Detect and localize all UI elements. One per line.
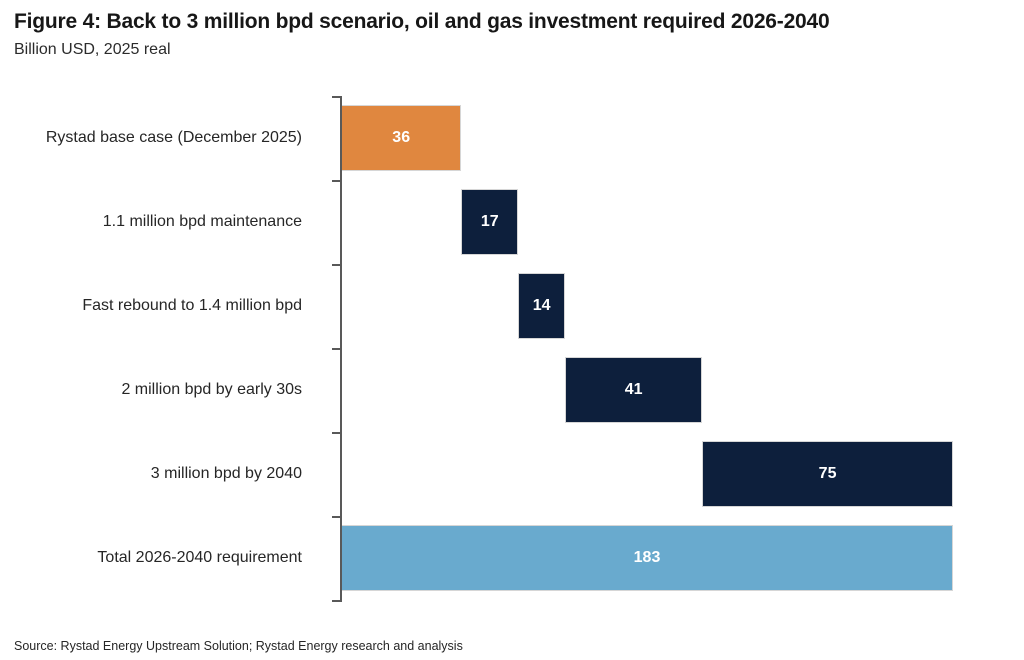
axis-tick (332, 600, 341, 602)
figure-title: Figure 4: Back to 3 million bpd scenario… (14, 10, 830, 33)
figure-subtitle: Billion USD, 2025 real (14, 41, 171, 58)
chart-row: 3 million bpd by 2040 75 (14, 432, 1010, 516)
chart-row: Fast rebound to 1.4 million bpd 14 (14, 264, 1010, 348)
bar-segment: 17 (461, 189, 519, 255)
bar-value-label: 14 (532, 297, 551, 314)
bar-segment: 41 (565, 357, 703, 423)
bar-segment: 36 (341, 105, 462, 171)
axis-tick (332, 516, 341, 518)
category-label: Total 2026-2040 requirement (97, 549, 302, 566)
category-label: Fast rebound to 1.4 million bpd (82, 297, 302, 314)
axis-tick (332, 432, 341, 434)
category-label: 3 million bpd by 2040 (150, 465, 302, 482)
chart-row: Rystad base case (December 2025) 36 (14, 96, 1010, 180)
category-label: Rystad base case (December 2025) (45, 129, 302, 146)
category-label: 1.1 million bpd maintenance (102, 213, 302, 230)
bar-track: 75 (341, 441, 953, 507)
bar-track: 17 (341, 189, 953, 255)
axis-tick (332, 264, 341, 266)
chart-row: 2 million bpd by early 30s 41 (14, 348, 1010, 432)
bar-value-label: 41 (624, 381, 643, 398)
source-note: Source: Rystad Energy Upstream Solution;… (14, 639, 463, 653)
axis-tick (332, 348, 341, 350)
bar-value-label: 75 (818, 465, 837, 482)
bar-track: 183 (341, 525, 953, 591)
bar-segment: 14 (518, 273, 566, 339)
chart-row: 1.1 million bpd maintenance 17 (14, 180, 1010, 264)
axis-tick (332, 96, 341, 98)
bar-value-label: 183 (633, 549, 661, 566)
bar-track: 14 (341, 273, 953, 339)
category-axis-line (340, 96, 342, 602)
total-bar: 183 (341, 525, 953, 591)
bar-value-label: 36 (392, 129, 411, 146)
category-label: 2 million bpd by early 30s (121, 381, 302, 398)
chart-rows: Rystad base case (December 2025) 36 1.1 mi… (14, 96, 1010, 600)
bar-track: 36 (341, 105, 953, 171)
bar-value-label: 17 (480, 213, 499, 230)
waterfall-chart: Rystad base case (December 2025) 36 1.1 mi… (14, 96, 1010, 602)
chart-row: Total 2026-2040 requirement 183 (14, 516, 1010, 600)
bar-track: 41 (341, 357, 953, 423)
bar-segment: 75 (702, 441, 953, 507)
axis-tick (332, 180, 341, 182)
